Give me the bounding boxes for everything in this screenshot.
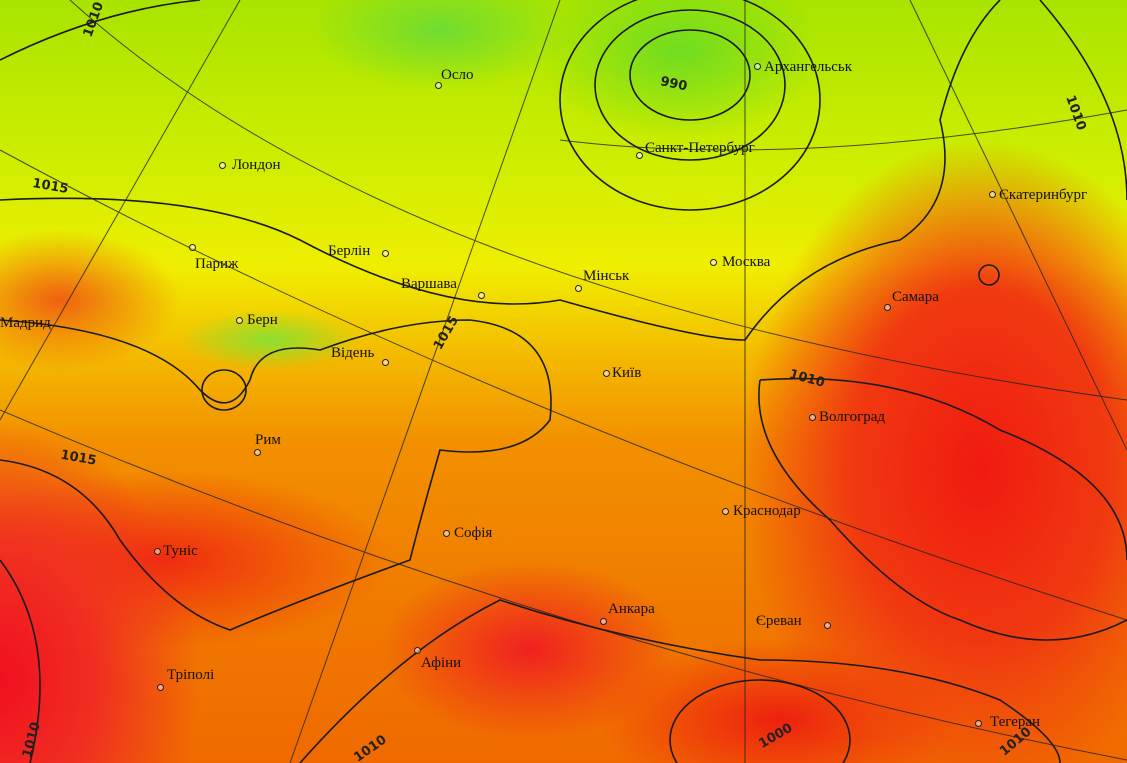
city-label: Туніс (163, 543, 198, 559)
city-marker (989, 191, 996, 198)
city-label: Анкара (608, 601, 655, 617)
isobar-label: 1010 (788, 367, 827, 391)
city-marker (219, 162, 226, 169)
city-label: Варшава (401, 276, 457, 292)
city-marker (636, 152, 643, 159)
city-marker (722, 508, 729, 515)
city-marker (382, 250, 389, 257)
city-marker (754, 63, 761, 70)
city-label: Тегеран (990, 714, 1041, 730)
city-label: Київ (612, 365, 642, 381)
isobar-label: 1010 (1062, 93, 1088, 132)
city-label: Осло (441, 67, 474, 83)
city-label: Берн (247, 312, 278, 328)
city-label: Краснодар (733, 503, 801, 519)
city-label: Волгоград (819, 409, 886, 425)
isobar-label: 1010 (20, 721, 44, 760)
city-marker (809, 414, 816, 421)
city-label: Берлін (328, 243, 371, 259)
city-label: Єреван (756, 613, 802, 629)
city-label: Самара (892, 289, 939, 305)
city-marker (884, 304, 891, 311)
city-marker (189, 244, 196, 251)
isobar-label: 1015 (431, 314, 462, 353)
city-label: Архангельськ (764, 59, 853, 75)
city-marker (603, 370, 610, 377)
city-label: Софія (454, 525, 493, 541)
isobar-label: 1010 (351, 732, 389, 763)
city-label: Москва (722, 254, 771, 270)
city-marker (975, 720, 982, 727)
city-label: Лондон (232, 157, 281, 173)
city-marker (435, 82, 442, 89)
city-marker (443, 530, 450, 537)
city-marker (600, 618, 607, 625)
city-label: Мадрид (0, 315, 51, 331)
city-marker (710, 259, 717, 266)
city-marker (254, 449, 261, 456)
city-marker (478, 292, 485, 299)
city-label: Єкатеринбург (999, 187, 1088, 203)
isobar-label: 990 (659, 74, 689, 94)
city-marker (236, 317, 243, 324)
city-marker (382, 359, 389, 366)
city-label: Рим (255, 432, 281, 448)
city-marker (824, 622, 831, 629)
isobar-label: 1015 (59, 448, 97, 469)
city-label: Відень (331, 345, 375, 361)
city-marker (157, 684, 164, 691)
city-label: Мінськ (583, 268, 630, 284)
city-label: Афіни (421, 655, 462, 671)
city-marker (154, 548, 161, 555)
isobar-label: 1000 (756, 721, 795, 752)
city-label: Париж (195, 256, 239, 272)
city-label: Санкт-Петербург (645, 140, 755, 156)
isobar-label: 1015 (31, 176, 69, 197)
city-label: Тріполі (167, 667, 215, 683)
city-marker (414, 647, 421, 654)
city-marker (575, 285, 582, 292)
